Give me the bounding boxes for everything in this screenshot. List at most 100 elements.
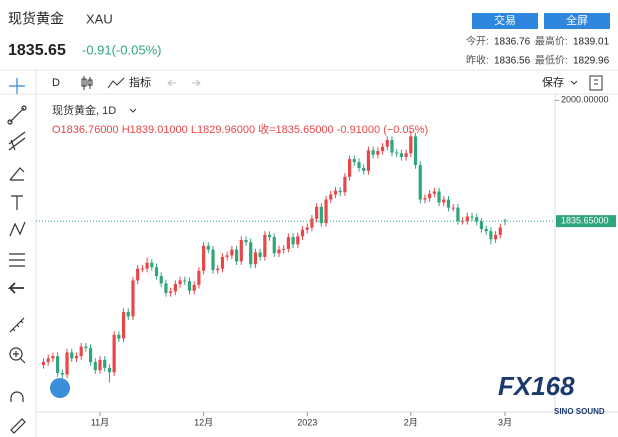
candle-body	[169, 291, 173, 293]
drawing-tools[interactable]	[7, 78, 27, 434]
candle-body	[126, 312, 130, 317]
candle-body	[286, 237, 290, 249]
candle-body	[183, 280, 187, 282]
save-menu-icon[interactable]	[570, 80, 578, 85]
candle-body	[140, 268, 144, 270]
candle-body	[93, 362, 97, 371]
candle-body	[399, 153, 403, 157]
indicator-button[interactable]: 指标	[129, 75, 151, 89]
legend-title: 现货黄金, 1D	[52, 103, 116, 117]
candle-body	[385, 140, 389, 147]
candle-body	[187, 281, 192, 291]
candle-body	[376, 151, 380, 155]
candle-body	[277, 249, 281, 254]
x-tick-label: 11月	[91, 417, 109, 427]
candle-body	[234, 249, 239, 262]
candle-body	[267, 234, 272, 238]
candle-body	[498, 227, 502, 235]
camera-icon[interactable]	[589, 75, 603, 91]
candle-body	[423, 198, 427, 200]
x-tick-label: 12月	[194, 417, 213, 427]
candle-body	[451, 207, 455, 209]
stat-label: 最低价:	[535, 54, 568, 67]
candle-body	[456, 207, 460, 221]
tv-logo	[50, 378, 70, 398]
candle-body	[300, 229, 305, 237]
stat-label: 今开:	[466, 35, 489, 48]
fullscreen-button[interactable]	[544, 13, 610, 29]
plot: 2000.00000 11月 12月 2023 2月 3月 1835.65000	[36, 95, 616, 427]
stat-label: 昨收:	[466, 54, 489, 67]
candle-body	[324, 199, 328, 224]
candle-body	[216, 268, 220, 271]
candle-body	[117, 334, 121, 339]
candle-body	[173, 284, 177, 292]
instrument-name: 现货黄金	[8, 11, 64, 27]
candle-body	[428, 193, 432, 199]
trade-button-label[interactable]: 交易	[494, 13, 516, 27]
save-button[interactable]: 保存	[542, 75, 564, 89]
candle-body	[84, 346, 88, 349]
y-tick-label: 2000.00000	[561, 95, 609, 105]
candle-body	[437, 191, 441, 203]
candle-body	[291, 237, 295, 245]
candle-body	[465, 216, 469, 221]
candle-body	[366, 150, 371, 171]
redo-icon[interactable]	[192, 79, 201, 87]
candle-body	[145, 262, 149, 269]
candle-body	[272, 237, 276, 254]
interval-button[interactable]: D	[52, 77, 60, 89]
price: 1835.65	[8, 42, 66, 59]
candle-body	[282, 248, 286, 250]
candle-body	[51, 356, 55, 359]
stat-value: 1836.56	[494, 56, 531, 67]
undo-icon[interactable]	[167, 79, 176, 87]
candle-body	[206, 245, 210, 250]
x-tick-label: 3月	[498, 417, 512, 427]
candle-body	[253, 252, 258, 265]
candle-body	[470, 216, 474, 218]
candle-body	[390, 140, 394, 153]
candle-body	[244, 240, 248, 243]
candle-body	[352, 159, 356, 163]
candle-body	[60, 373, 64, 375]
candle-body	[479, 221, 484, 229]
candle-type-icon[interactable]	[81, 76, 93, 90]
fullscreen-button-label[interactable]: 全屏	[566, 13, 588, 27]
candle-body	[319, 206, 323, 224]
candle-body	[225, 255, 229, 257]
candle-body	[305, 227, 309, 230]
symbol: XAU	[86, 11, 113, 26]
candle-body	[65, 352, 69, 375]
candle-body	[98, 359, 102, 371]
candle-body	[409, 136, 413, 154]
candle-body	[150, 262, 154, 268]
stat-label: 最高价:	[535, 35, 568, 48]
candle-body	[315, 206, 319, 219]
candle-body	[333, 190, 338, 195]
candle-body	[432, 191, 436, 194]
candle-body	[131, 280, 135, 317]
candle-body	[489, 231, 493, 240]
indicator-icon[interactable]	[107, 77, 125, 89]
candle-body	[258, 252, 262, 257]
legend-menu[interactable]	[129, 108, 137, 113]
candle-body	[154, 267, 159, 277]
stat-value: 1829.96	[573, 56, 610, 67]
candle-body	[220, 256, 225, 269]
candle-body	[107, 367, 112, 373]
logo: FX168	[498, 371, 575, 401]
trade-button[interactable]	[472, 13, 538, 29]
candle-body	[395, 152, 399, 154]
change: -0.91(-0.05%)	[82, 42, 161, 57]
candle-body	[164, 283, 168, 293]
candle-body	[88, 348, 93, 363]
candle-body	[239, 240, 243, 262]
candle-body	[418, 165, 422, 200]
candle-body	[211, 249, 215, 271]
candle-body	[357, 162, 361, 168]
candle-body	[371, 150, 375, 155]
candle-body	[338, 190, 342, 193]
logo-sub: SINO SOUND	[554, 407, 605, 416]
